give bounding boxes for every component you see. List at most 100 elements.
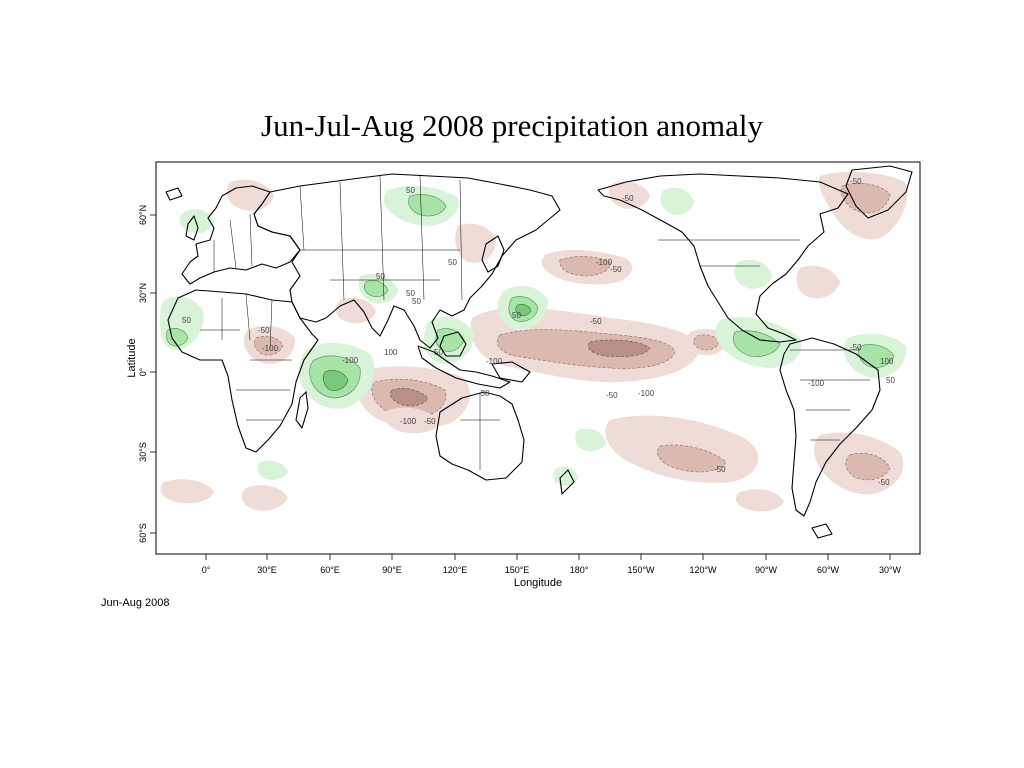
contour-label: -50 [622, 194, 634, 203]
contour-label: 50 [448, 258, 457, 267]
south-america-coastline [779, 337, 881, 517]
contour-label: -100 [400, 417, 417, 426]
contour-label: 50 [182, 316, 191, 325]
lon-tick-label: 30°W [879, 565, 902, 575]
lon-tick-label: 150°E [505, 565, 530, 575]
dry-anomaly-region [588, 339, 651, 358]
longitude-ticks: 0° 30°E 60°E 90°E 120°E 150°E 180° 150°W… [202, 554, 902, 575]
wet-anomaly-region [322, 370, 349, 391]
coastlines [165, 165, 913, 539]
dry-anomaly-region [455, 223, 496, 263]
contour-labels: 50 -50 -100 -50 50 50 -50 -50 -100 50 -1… [182, 177, 895, 487]
indonesia-coastline [417, 345, 511, 389]
wet-anomaly-region [575, 428, 606, 452]
lon-tick-label: 0° [202, 565, 211, 575]
lon-tick-label: 120°W [689, 565, 717, 575]
madagascar-coastline [295, 391, 309, 429]
contour-label: 50 [886, 376, 895, 385]
contour-label: 100 [384, 348, 398, 357]
dry-anomaly-region [840, 182, 891, 214]
antarctic-peninsula-coastline [811, 523, 833, 539]
dry-anomaly-region [845, 452, 891, 481]
uk-coastline [185, 215, 199, 241]
wet-anomaly-region [733, 330, 781, 357]
contour-label: -50 [850, 343, 862, 352]
dry-anomaly-region [657, 444, 727, 473]
lon-tick-label: 30°E [257, 565, 277, 575]
wet-anomaly-region [165, 328, 189, 347]
wet-anomaly-region [515, 304, 532, 316]
country-border [213, 175, 463, 301]
latitude-ticks: 60°N 30°N 0° 30°S 60°S [138, 205, 156, 543]
lat-tick-label: 60°S [138, 523, 148, 543]
asia-coastline [253, 173, 561, 349]
dry-anomaly-region [559, 256, 611, 277]
lon-tick-label: 180° [570, 565, 589, 575]
wet-anomaly-region [435, 328, 465, 352]
japan-coastline [481, 235, 505, 273]
contour-label: -50 [714, 465, 726, 474]
lat-tick-label: 30°S [138, 442, 148, 462]
lon-tick-label: 60°W [817, 565, 840, 575]
contour-label: -50 [590, 317, 602, 326]
dry-anomaly-region [796, 265, 840, 299]
wet-anomaly-region [734, 259, 772, 289]
lat-tick-label: 0° [138, 367, 148, 376]
dry-anomaly-region [693, 334, 721, 351]
contour-label: 50 [434, 348, 443, 357]
contour-label: -50 [478, 389, 490, 398]
wet-anomaly-region [553, 466, 578, 486]
country-border [200, 293, 292, 421]
borneo-coastline [439, 331, 467, 357]
y-axis-title: Latitude [126, 338, 138, 377]
lon-tick-label: 150°W [627, 565, 655, 575]
wet-anomaly-region [660, 187, 694, 215]
lon-tick-label: 120°E [443, 565, 468, 575]
contour-label: 50 [406, 186, 415, 195]
australia-coastline [435, 391, 525, 481]
wet-anomaly-region [257, 460, 288, 480]
contour-label: -50 [424, 417, 436, 426]
lon-tick-label: 90°W [755, 565, 778, 575]
x-axis-title: Longitude [514, 577, 562, 589]
contour-label: -100 [486, 357, 503, 366]
greenland-coastline [845, 165, 913, 219]
contour-label: -50 [606, 391, 618, 400]
lon-tick-label: 90°E [382, 565, 402, 575]
dry-anomaly-region [384, 407, 440, 434]
contour-label: 50 [406, 289, 415, 298]
contour-label: 50 [376, 272, 385, 281]
new-zealand-coastline [559, 469, 575, 495]
contour-label: -50 [850, 177, 862, 186]
slide-title: Jun-Jul-Aug 2008 precipitation anomaly [261, 108, 763, 143]
country-borders [200, 175, 870, 470]
contour-label: 100 [880, 357, 894, 366]
contour-label: -100 [262, 344, 279, 353]
contour-label: -100 [808, 379, 825, 388]
wet-anomaly-region [179, 209, 214, 234]
lon-tick-label: 60°E [320, 565, 340, 575]
dry-anomaly-region [253, 335, 284, 356]
lat-tick-label: 60°N [138, 205, 148, 225]
contour-label: -50 [878, 478, 890, 487]
contour-label: -50 [258, 326, 270, 335]
contour-label: -50 [610, 265, 622, 274]
iceland-coastline [165, 187, 183, 201]
dry-anomaly-region [390, 388, 429, 407]
wet-anomaly-region [408, 194, 447, 217]
lat-tick-label: 30°N [138, 283, 148, 303]
north-america-coastline [597, 173, 849, 343]
contour-label: -100 [596, 258, 613, 267]
period-footnote: Jun-Aug 2008 [101, 597, 170, 609]
country-border [460, 239, 870, 470]
dry-anomaly-region [160, 479, 214, 504]
dry-anomaly-region [241, 485, 288, 511]
dry-anomaly-region [608, 181, 650, 209]
wet-anomaly-region [363, 280, 389, 297]
contour-label: -100 [638, 389, 655, 398]
dry-anomaly-region [735, 489, 784, 512]
contour-label: 50 [412, 297, 421, 306]
contour-label: -100 [342, 356, 359, 365]
new-guinea-coastline [491, 361, 531, 383]
